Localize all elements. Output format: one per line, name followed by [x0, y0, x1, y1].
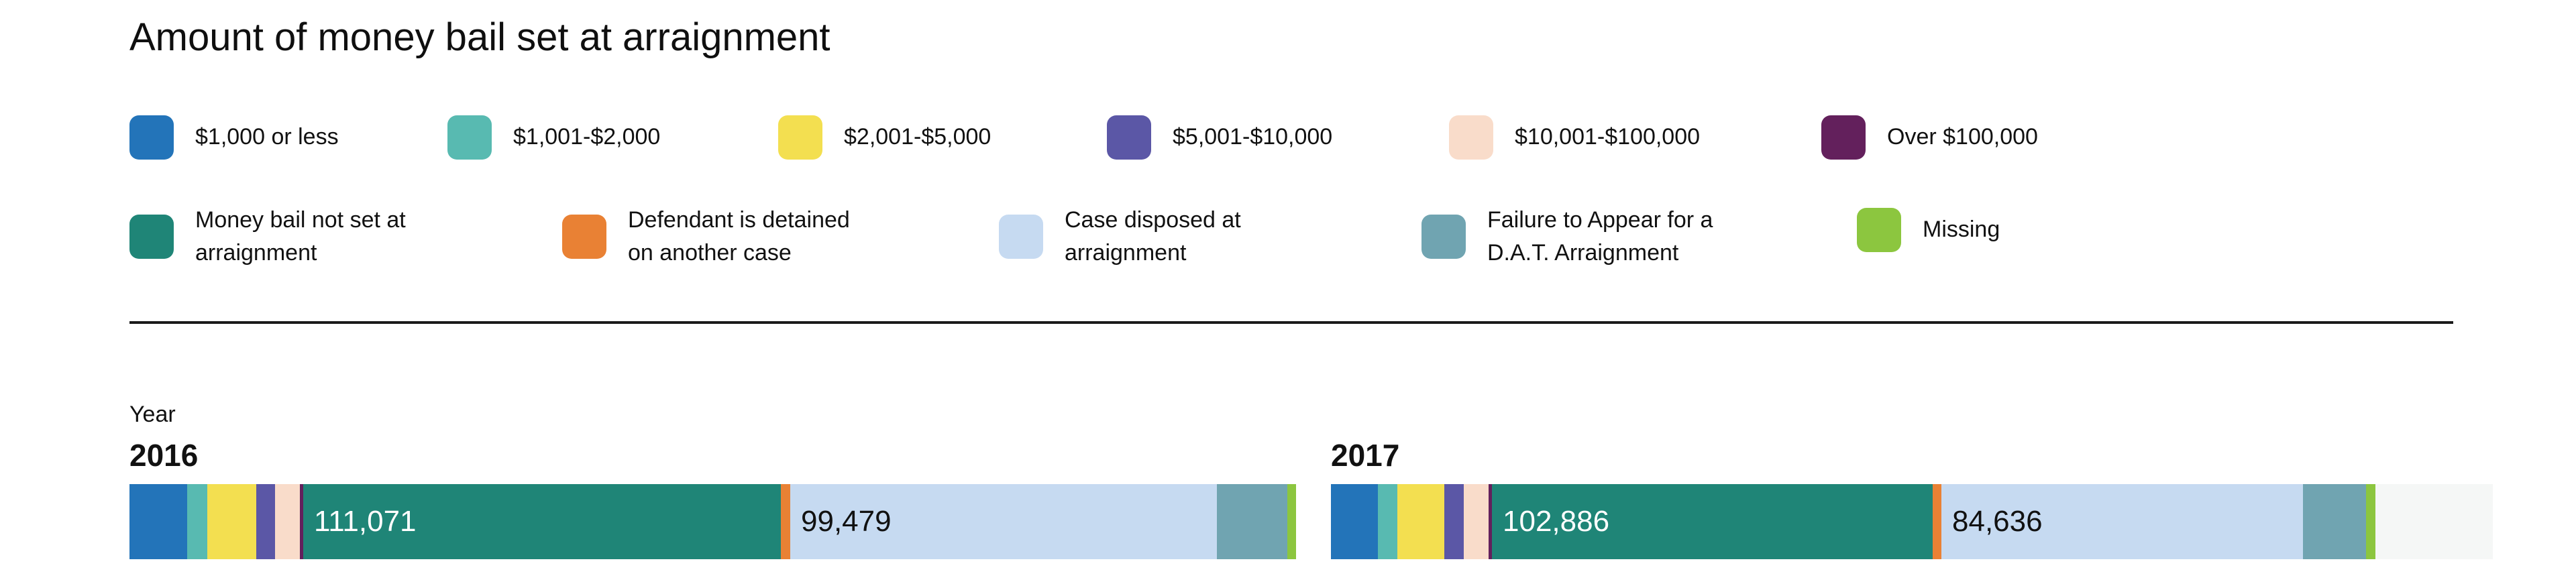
legend-swatch-icon	[778, 115, 822, 160]
bar-value-label: 111,071	[314, 505, 417, 538]
bar-segment[interactable]	[2366, 484, 2375, 559]
bar-track: 102,886 84,636	[1331, 484, 2493, 559]
year-label: 2017	[1331, 438, 1400, 473]
legend-label: Missing	[1923, 217, 2000, 243]
bar-segment[interactable]	[1397, 484, 1444, 559]
legend-label: Money bail not set at arraignment	[195, 207, 406, 266]
year-label: 2016	[129, 438, 199, 473]
legend-swatch-icon	[129, 115, 174, 160]
bar-segment[interactable]	[2303, 484, 2366, 559]
bar-segment[interactable]	[207, 484, 256, 559]
bar-segment[interactable]: 102,886	[1492, 484, 1933, 559]
bar-value-label: 102,886	[1503, 505, 1610, 538]
legend-swatch-icon	[1107, 115, 1151, 160]
legend-item-10001-100000[interactable]: $10,001-$100,000	[1449, 115, 1700, 160]
facet-axis-label: Year	[129, 402, 176, 427]
legend-label: Case disposed at arraignment	[1065, 207, 1241, 266]
page-title: Amount of money bail set at arraignment	[129, 15, 830, 59]
legend-swatch-icon	[1421, 215, 1466, 259]
bar-segment[interactable]	[300, 484, 303, 559]
legend-swatch-icon	[1449, 115, 1493, 160]
legend-item-fta-dat[interactable]: Failure to Appear for a D.A.T. Arraignme…	[1421, 204, 1713, 270]
bar-segment[interactable]	[1331, 484, 1378, 559]
bar-segment[interactable]	[187, 484, 207, 559]
bar-segment[interactable]	[129, 484, 187, 559]
bar-segment[interactable]: 84,636	[1941, 484, 2303, 559]
bar-segment[interactable]	[256, 484, 275, 559]
legend-item-detained-other-case[interactable]: Defendant is detained on another case	[562, 204, 850, 270]
bar-segment[interactable]: 111,071	[303, 484, 781, 559]
legend-item-2001-5000[interactable]: $2,001-$5,000	[778, 115, 991, 160]
bar-segment[interactable]	[1489, 484, 1492, 559]
legend-label: $1,001-$2,000	[513, 124, 661, 150]
bar-segment[interactable]	[275, 484, 300, 559]
legend-swatch-icon	[562, 215, 606, 259]
legend-label: $10,001-$100,000	[1515, 124, 1701, 150]
bar-track: 111,071 99,479	[129, 484, 1296, 559]
bar-segment[interactable]: 99,479	[790, 484, 1217, 559]
legend-label: $2,001-$5,000	[844, 124, 991, 150]
legend-item-over-100000[interactable]: Over $100,000	[1821, 115, 2038, 160]
legend-label: Defendant is detained on another case	[628, 207, 850, 266]
legend-swatch-icon	[1857, 208, 1901, 252]
legend-item-money-bail-not-set[interactable]: Money bail not set at arraignment	[129, 204, 406, 270]
legend-item-1001-2000[interactable]: $1,001-$2,000	[447, 115, 660, 160]
bar-segment[interactable]	[1933, 484, 1941, 559]
legend-label: $5,001-$10,000	[1173, 124, 1333, 150]
bar-segment[interactable]	[1444, 484, 1464, 559]
bar-value-label: 99,479	[801, 505, 892, 538]
divider-line	[129, 321, 2453, 324]
legend-swatch-icon	[1821, 115, 1866, 160]
legend-item-1000-or-less[interactable]: $1,000 or less	[129, 115, 339, 160]
legend-item-case-disposed[interactable]: Case disposed at arraignment	[999, 204, 1241, 270]
bar-segment[interactable]	[1378, 484, 1397, 559]
bar-group-2017: 2017 102,886 84,636	[1331, 438, 2493, 559]
bar-segment[interactable]	[781, 484, 790, 559]
bar-value-label: 84,636	[1952, 505, 2043, 538]
legend-item-5001-10000[interactable]: $5,001-$10,000	[1107, 115, 1332, 160]
bar-segment[interactable]	[1464, 484, 1489, 559]
legend-label: Over $100,000	[1887, 124, 2038, 150]
legend-label: $1,000 or less	[195, 124, 339, 150]
legend-swatch-icon	[447, 115, 492, 160]
legend-swatch-icon	[999, 215, 1043, 259]
bar-track-remainder	[2375, 484, 2493, 559]
legend-item-missing[interactable]: Missing	[1857, 204, 2000, 256]
legend-swatch-icon	[129, 215, 174, 259]
bar-segment[interactable]	[1287, 484, 1296, 559]
bar-segment[interactable]	[1217, 484, 1287, 559]
legend-label: Failure to Appear for a D.A.T. Arraignme…	[1487, 207, 1713, 266]
bar-group-2016: 2016 111,071 99,479	[129, 438, 1296, 559]
